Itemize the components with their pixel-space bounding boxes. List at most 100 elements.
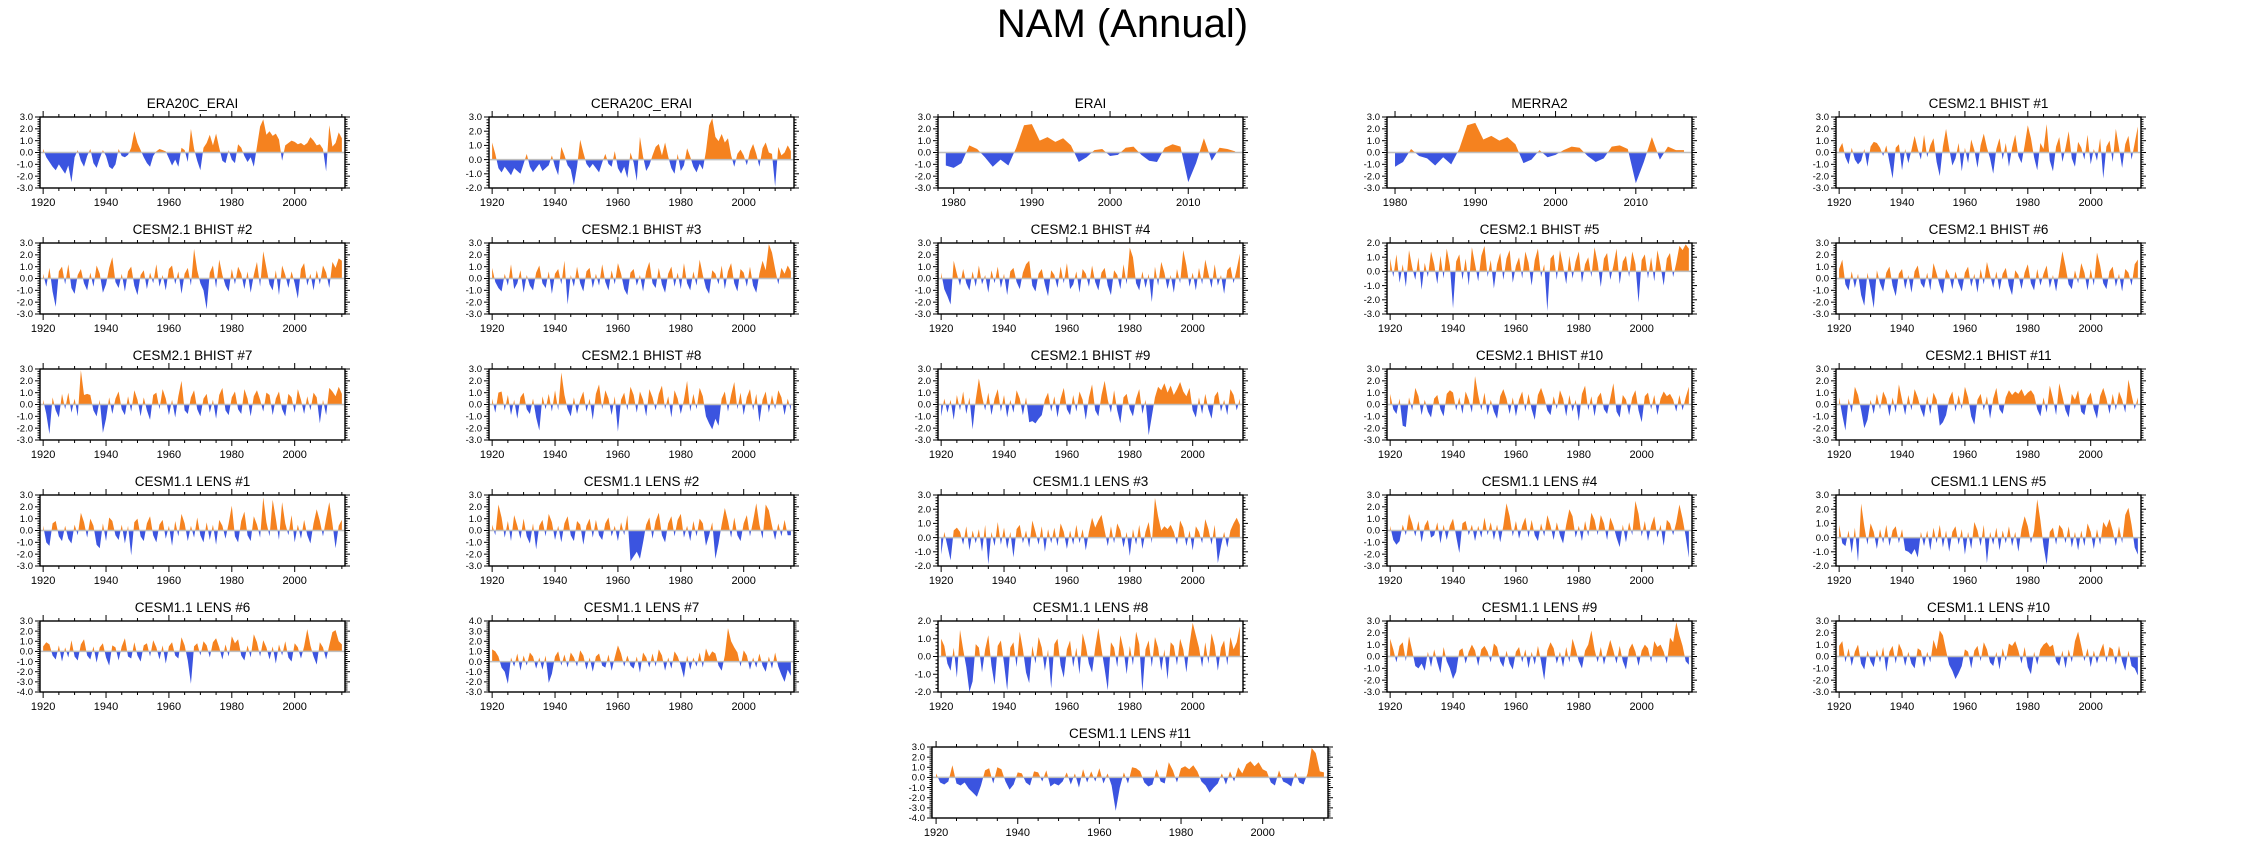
y-tick-label: 1.0 — [1816, 640, 1829, 651]
y-tick-label: 1.0 — [1816, 388, 1829, 399]
negative-anomaly-area — [936, 777, 1324, 811]
x-tick-label: 1940 — [543, 449, 567, 461]
panel-merra2: -3.0 -2.0 -1.0 0.0 1.0 2.0 3.0 1980 1990 2000 2010… — [1347, 87, 1796, 218]
panel-title: CESM1.1 LENS #4 — [1482, 474, 1598, 489]
y-tick-label: -2.0 — [915, 423, 931, 434]
y-tick-label: -1.0 — [1813, 664, 1829, 675]
y-tick-label: 3.0 — [918, 490, 931, 501]
panel-chart-cesm2-1-bhist-9: -3.0-2.0-1.00.01.02.03.0 1920 1940 1960 1980… — [915, 348, 1248, 461]
positive-anomaly-area — [941, 378, 1240, 405]
y-tick-label: 0.0 — [918, 400, 931, 411]
x-tick-label: 1920 — [1827, 197, 1851, 209]
x-tick-label: 2000 — [731, 449, 755, 461]
y-tick-label: 1.0 — [912, 762, 925, 773]
y-tick-label: -1.0 — [915, 547, 931, 558]
panel-chart-merra2: -3.0-2.0-1.00.01.02.03.0 1980 1990 2000 2010… — [1364, 96, 1697, 209]
y-tick-label: 1.0 — [20, 136, 33, 147]
x-tick-label: 2000 — [731, 197, 755, 209]
panel-title: ERAI — [1075, 96, 1107, 111]
y-tick-label: -1.0 — [466, 667, 482, 678]
panel-cesm1-1-lens-10: -3.0 -2.0 -1.0 0.0 1.0 2.0 3.0 1920 1940 1960 1980… — [1796, 591, 2245, 722]
y-tick-label: 1.0 — [1816, 262, 1829, 273]
y-tick-label: 0.0 — [1816, 400, 1829, 411]
positive-anomaly-area — [945, 124, 1236, 153]
y-tick-label: 4.0 — [469, 616, 482, 627]
y-tick-label: 3.0 — [918, 238, 931, 249]
y-tick-label: 2.0 — [1816, 124, 1829, 135]
y-tick-label: -1.0 — [915, 669, 931, 680]
y-tick-label: 2.0 — [1816, 504, 1829, 515]
y-tick-label: -1.0 — [466, 412, 482, 423]
y-tick-label: 0.0 — [918, 533, 931, 544]
plot-box — [937, 494, 1244, 567]
y-tick-label: -1.0 — [1364, 160, 1380, 171]
positive-anomaly-area — [1390, 500, 1689, 531]
x-tick-label: 1980 — [1118, 701, 1142, 713]
y-tick-label: 2.0 — [469, 502, 482, 513]
panel-cesm1-1-lens-4: -3.0 -2.0 -1.0 0.0 1.0 2.0 3.0 1920 1940 1960 1980… — [1347, 465, 1796, 596]
panel-cesm2-1-bhist-4: -3.0 -2.0 -1.0 0.0 1.0 2.0 3.0 1920 1940 1960 1980… — [898, 213, 1347, 344]
x-tick-label: 1940 — [992, 701, 1016, 713]
panel-chart-era20c-erai: -3.0-2.0-1.00.01.02.03.0 1920 1940 1960 1980… — [17, 96, 350, 209]
panel-title: CESM1.1 LENS #7 — [584, 600, 700, 615]
x-tick-label: 1940 — [94, 575, 118, 587]
negative-anomaly-area — [492, 404, 791, 432]
y-tick-label: 1.0 — [1367, 388, 1380, 399]
x-tick-label: 1940 — [94, 449, 118, 461]
x-tick-label: 1960 — [157, 701, 181, 713]
y-tick-label: 0.0 — [1816, 533, 1829, 544]
x-tick-label: 1960 — [1504, 701, 1528, 713]
y-tick-label: 2.0 — [1816, 628, 1829, 639]
panel-cesm2-1-bhist-10: -3.0 -2.0 -1.0 0.0 1.0 2.0 3.0 1920 1940 1960 1980… — [1347, 339, 1796, 470]
x-tick-label: 1920 — [1827, 701, 1851, 713]
y-tick-label: -2.0 — [1364, 423, 1380, 434]
x-tick-label: 1920 — [924, 827, 948, 839]
plot-box — [931, 746, 1329, 819]
positive-anomaly-area — [1390, 622, 1689, 657]
x-tick-label: 1940 — [1005, 827, 1029, 839]
x-tick-label: 1980 — [669, 323, 693, 335]
x-tick-label: 1960 — [1055, 323, 1079, 335]
y-tick-label: -2.0 — [1813, 297, 1829, 308]
x-tick-label: 2000 — [2078, 701, 2102, 713]
y-tick-label: 1.0 — [469, 514, 482, 525]
y-tick-label: 2.0 — [469, 636, 482, 647]
positive-anomaly-area — [1839, 251, 2138, 279]
y-tick-label: -4.0 — [909, 813, 925, 824]
y-tick-label: -4.0 — [17, 687, 33, 698]
y-tick-label: -1.0 — [466, 538, 482, 549]
y-tick-label: -3.0 — [915, 183, 931, 194]
y-tick-label: -1.0 — [1364, 538, 1380, 549]
x-tick-label: 1960 — [1953, 575, 1977, 587]
y-tick-label: 1.0 — [1367, 136, 1380, 147]
panel-title: CESM1.1 LENS #8 — [1033, 600, 1149, 615]
y-tick-label: -2.0 — [1813, 423, 1829, 434]
y-tick-label: -1.0 — [17, 286, 33, 297]
y-tick-label: -2.0 — [915, 297, 931, 308]
x-tick-label: 1920 — [31, 701, 55, 713]
x-tick-label: 1980 — [220, 197, 244, 209]
y-tick-label: -3.0 — [1813, 687, 1829, 698]
y-tick-label: -1.0 — [17, 657, 33, 668]
x-tick-label: 2000 — [1629, 575, 1653, 587]
y-tick-label: 0.0 — [469, 155, 482, 166]
positive-anomaly-area — [43, 629, 342, 652]
x-tick-label: 1940 — [992, 575, 1016, 587]
positive-anomaly-area — [1390, 244, 1689, 272]
y-tick-label: 2.0 — [20, 502, 33, 513]
panel-chart-cesm2-1-bhist-1: -3.0-2.0-1.00.01.02.03.0 1920 1940 1960 1980… — [1813, 96, 2146, 209]
y-tick-label: 2.0 — [1816, 250, 1829, 261]
y-tick-label: 2.0 — [918, 250, 931, 261]
plot-box — [1835, 494, 2142, 567]
y-tick-label: -1.0 — [1364, 412, 1380, 423]
x-tick-label: 1980 — [220, 449, 244, 461]
panel-chart-cera20c-erai: -2.0 -1.0 0.0 1.0 2.0 3.0 1920 1940 1960 1980 2000… — [466, 96, 799, 209]
y-tick-label: -3.0 — [17, 309, 33, 320]
y-tick-label: -3.0 — [466, 687, 482, 698]
y-tick-label: -2.0 — [915, 561, 931, 572]
x-tick-label: 1920 — [1378, 323, 1402, 335]
x-tick-label: 1960 — [1504, 575, 1528, 587]
x-tick-label: 2000 — [1543, 197, 1567, 209]
x-tick-label: 1940 — [1441, 449, 1465, 461]
